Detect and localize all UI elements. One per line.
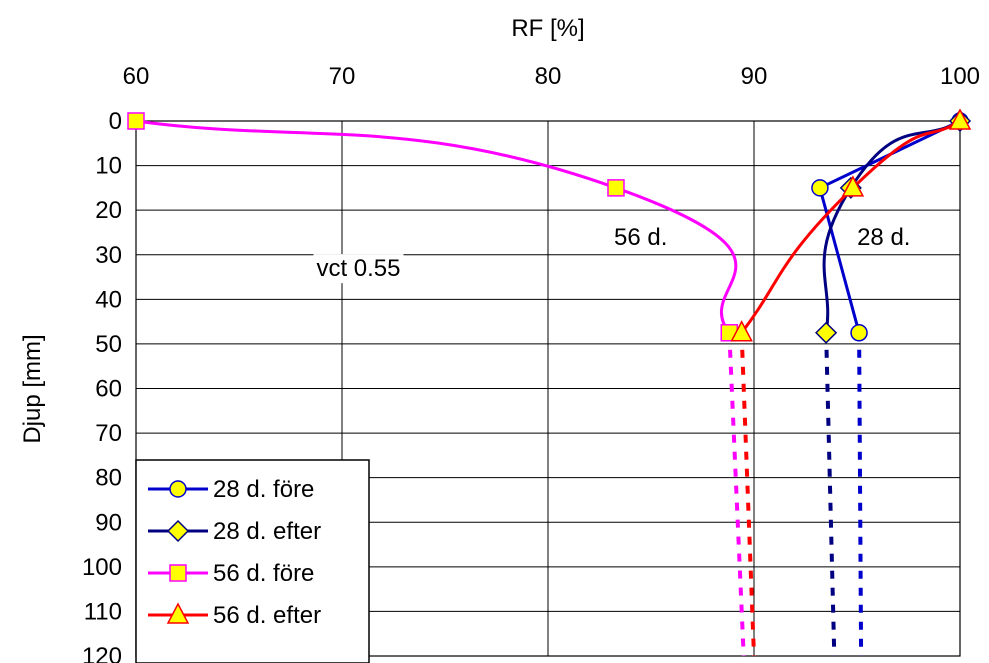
data-point: [841, 175, 865, 197]
y-tick-label: 110: [84, 598, 122, 625]
y-tick-label: 70: [95, 420, 122, 447]
series-extension-line: [727, 332, 746, 657]
data-point: [948, 108, 972, 130]
series-extension-line: [857, 332, 864, 657]
data-point: [811, 179, 829, 197]
data-point: [815, 321, 838, 344]
legend-marker: [169, 480, 187, 498]
legend-label: 28 d. före: [213, 476, 314, 503]
y-tick-label: 60: [95, 376, 122, 403]
legend-item: 28 d. efter: [148, 518, 321, 545]
y-tick-label: 120: [82, 643, 122, 663]
legend-marker: [166, 519, 190, 543]
legend-marker: [166, 602, 190, 624]
x-tick-label: 80: [535, 63, 562, 90]
x-tick-label: 70: [329, 63, 356, 90]
y-tick-label: 80: [95, 465, 122, 492]
y-axis-title: Djup [mm]: [19, 334, 46, 443]
y-tick-label: 100: [82, 554, 122, 581]
legend-label: 56 d. före: [213, 560, 314, 587]
x-tick-label: 100: [940, 63, 980, 90]
y-tick-label: 40: [95, 286, 122, 313]
y-tick-label: 0: [109, 108, 122, 135]
legend: 28 d. före 28 d. efter 56 d. före 56 d. eft…: [135, 459, 370, 663]
series-extension-line: [824, 332, 837, 657]
y-tick-label: 90: [95, 509, 122, 536]
y-tick-label: 20: [95, 197, 122, 224]
annotation-label: 28 d.: [857, 224, 910, 251]
series-layer: [127, 108, 972, 657]
y-tick-label: 30: [95, 242, 122, 269]
legend-label: 56 d. efter: [213, 602, 321, 629]
data-point: [850, 324, 868, 342]
legend-item: 56 d. efter: [148, 602, 321, 629]
series-markers-3: [730, 108, 972, 342]
annotation-label: vct 0.55: [316, 255, 400, 282]
legend-item: 28 d. före: [148, 476, 314, 503]
legend-marker: [169, 564, 187, 582]
x-tick-label: 60: [123, 63, 150, 90]
x-tick-label: 90: [741, 63, 768, 90]
legend-label: 28 d. efter: [213, 518, 321, 545]
data-point: [730, 320, 753, 342]
data-point: [127, 112, 145, 130]
tick-layer: 60 70 80 90 100 0 10 20 30 40 50 60 70 80 90 100 110 120: [82, 63, 980, 663]
annotation-background: [611, 222, 671, 252]
y-tick-label: 50: [95, 331, 122, 358]
annotation-background: [854, 222, 914, 252]
series-markers-2: [127, 112, 739, 342]
series-extension-line: [739, 332, 756, 657]
x-axis-title: RF [%]: [511, 15, 584, 42]
y-tick-label: 10: [95, 153, 122, 180]
annotation-layer: vct 0.55 56 d. 28 d.: [313, 222, 914, 284]
annotation-background: [313, 254, 404, 284]
data-point: [607, 179, 625, 197]
annotation-label: 56 d.: [614, 224, 667, 251]
legend-item: 56 d. före: [148, 560, 314, 587]
